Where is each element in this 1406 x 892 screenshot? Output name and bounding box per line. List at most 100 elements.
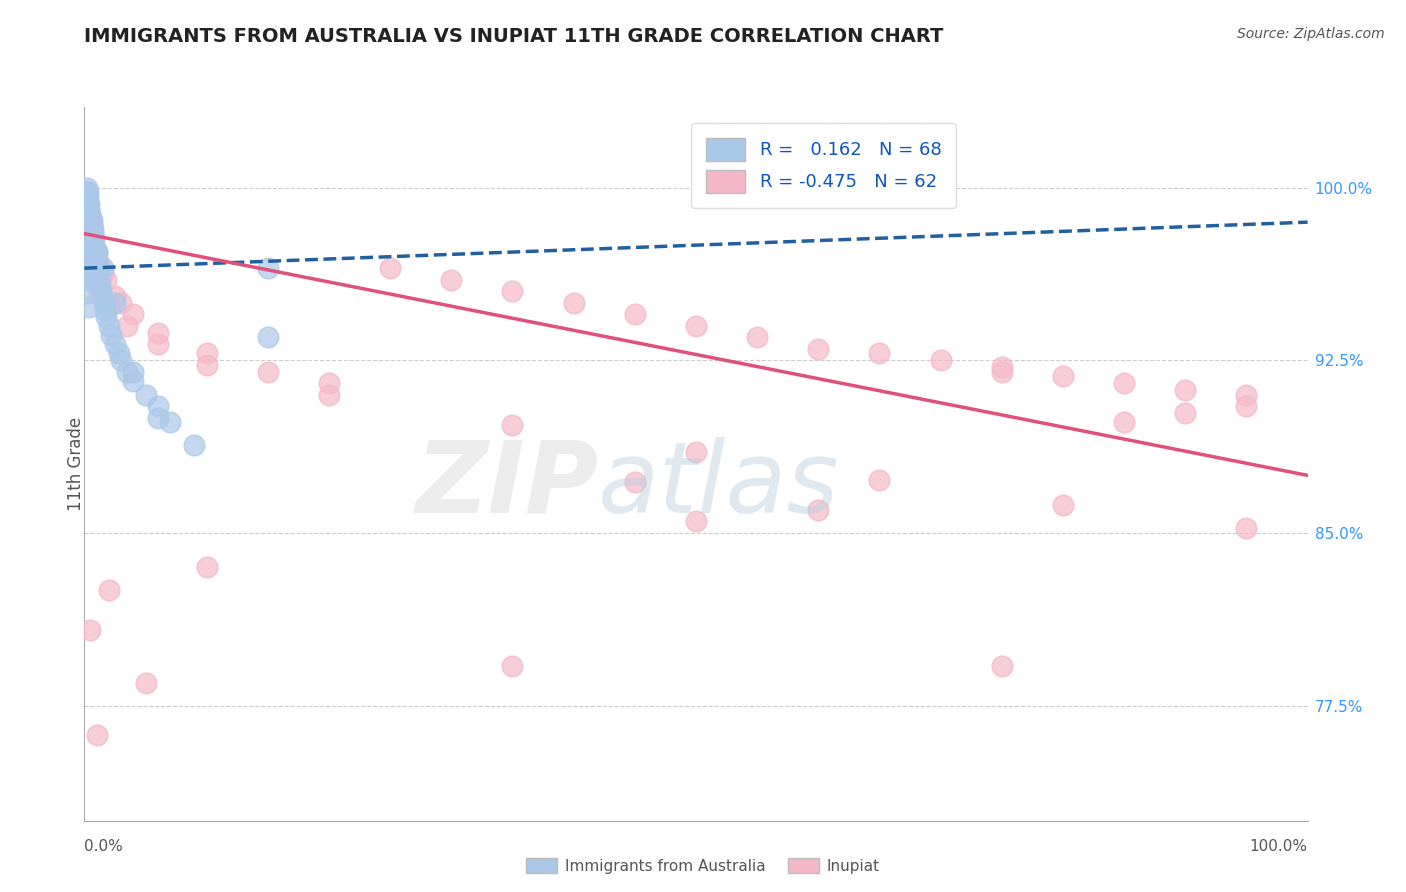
Legend: R =   0.162   N = 68, R = -0.475   N = 62: R = 0.162 N = 68, R = -0.475 N = 62 (692, 123, 956, 208)
Point (86, 245, 108, 260)
Point (86, 250, 108, 264)
Point (1236, 399, 1258, 413)
Point (1052, 369, 1074, 384)
Point (76, 185, 98, 199)
Point (807, 503, 830, 517)
Point (86, 254, 108, 268)
Point (685, 515, 707, 529)
Text: ZIP: ZIP (415, 437, 598, 533)
Point (97, 318, 120, 333)
Point (318, 376, 340, 391)
Point (82, 238, 104, 252)
Point (146, 410, 169, 425)
Text: 0.0%: 0.0% (84, 839, 124, 854)
Point (135, 675, 157, 690)
Point (929, 353, 952, 368)
Point (83, 268, 105, 282)
Point (77, 208, 100, 222)
Point (107, 346, 129, 360)
Point (83, 231, 105, 245)
Point (685, 445, 707, 459)
Point (195, 560, 218, 574)
Point (84, 250, 107, 264)
Point (91, 291, 114, 305)
Point (104, 337, 127, 351)
Point (77, 215, 100, 229)
Point (80, 227, 103, 241)
Point (115, 318, 138, 333)
Point (257, 330, 280, 344)
Point (77, 190, 100, 204)
Point (80, 212, 103, 227)
Point (122, 307, 145, 321)
Point (77, 250, 100, 264)
Point (100, 327, 122, 342)
Point (91, 266, 114, 280)
Point (77, 263, 100, 277)
Point (76, 180, 98, 194)
Point (79, 254, 101, 268)
Point (87, 266, 110, 280)
Point (146, 337, 169, 351)
Point (89, 277, 111, 292)
Y-axis label: 11th Grade: 11th Grade (67, 417, 84, 511)
Point (115, 365, 138, 379)
Point (991, 360, 1014, 375)
Point (77, 211, 100, 225)
Text: Source: ZipAtlas.com: Source: ZipAtlas.com (1237, 27, 1385, 41)
Point (77, 238, 100, 252)
Point (79, 256, 101, 270)
Point (86, 729, 108, 743)
Point (807, 342, 830, 356)
Point (318, 388, 340, 402)
Point (84, 245, 107, 260)
Point (502, 284, 524, 298)
Point (87, 256, 110, 270)
Point (869, 346, 891, 360)
Point (96, 273, 118, 287)
Point (1114, 416, 1136, 430)
Point (91, 261, 114, 276)
Point (79, 623, 101, 637)
Point (80, 266, 103, 280)
Point (991, 365, 1014, 379)
Point (80, 222, 103, 236)
Point (122, 365, 145, 379)
Point (624, 307, 647, 321)
Point (104, 295, 127, 310)
Point (76, 190, 98, 204)
Point (183, 438, 205, 452)
Point (380, 261, 402, 276)
Point (991, 659, 1014, 673)
Point (1114, 376, 1136, 391)
Point (77, 196, 100, 211)
Point (146, 326, 169, 340)
Point (82, 222, 104, 236)
Point (82, 227, 104, 241)
Point (1174, 383, 1197, 397)
Point (76, 286, 98, 301)
Point (76, 203, 98, 218)
Point (869, 473, 891, 487)
Point (77, 185, 100, 199)
Point (562, 295, 585, 310)
Point (135, 388, 157, 402)
Point (77, 240, 100, 254)
Point (685, 318, 707, 333)
Point (1174, 406, 1197, 420)
Point (159, 416, 181, 430)
Point (257, 261, 280, 276)
Point (110, 353, 132, 368)
Point (624, 475, 647, 490)
Point (502, 417, 524, 432)
Point (76, 234, 98, 248)
Point (97, 583, 120, 598)
Point (94, 302, 117, 317)
Text: atlas: atlas (598, 437, 839, 533)
Point (195, 346, 218, 360)
Point (77, 196, 100, 211)
Point (77, 203, 100, 218)
Point (77, 196, 100, 211)
Point (84, 243, 107, 257)
Point (83, 238, 105, 252)
